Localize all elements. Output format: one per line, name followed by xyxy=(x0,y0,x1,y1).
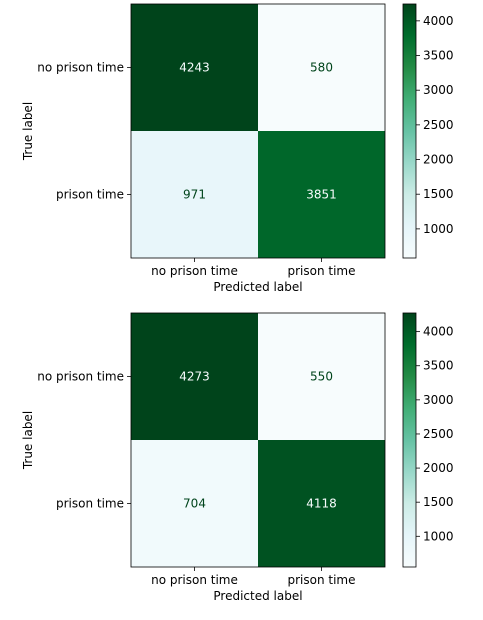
cell-value-label: 3851 xyxy=(306,188,337,202)
matrix-cell xyxy=(258,131,385,258)
cell-value-label: 580 xyxy=(310,61,333,75)
y-tick-label: prison time xyxy=(56,497,124,511)
confusion-matrix-top: 4243 580 971 3851 no prison time prison time n… xyxy=(21,3,454,294)
matrix-cell xyxy=(131,313,258,440)
matrix-cell xyxy=(258,313,385,440)
axes-frame xyxy=(130,3,386,259)
colorbar-tick-label: 2000 xyxy=(423,461,454,475)
cell-value-label: 4118 xyxy=(306,497,337,511)
matrix-cell xyxy=(131,440,258,567)
colorbar-tick-label: 3000 xyxy=(423,83,454,97)
colorbar-tick-label: 1000 xyxy=(423,529,454,543)
colorbar-tick-label: 4000 xyxy=(423,325,454,339)
colorbar-tick-label: 2500 xyxy=(423,118,454,132)
colorbar-tick-label: 2000 xyxy=(423,153,454,167)
x-axis-label: Predicted label xyxy=(213,589,302,603)
matrix-cell xyxy=(131,131,258,258)
cell-value-label: 4243 xyxy=(179,61,210,75)
axes-frame xyxy=(130,312,386,568)
colorbar-tick-label: 1500 xyxy=(423,495,454,509)
y-axis-label: True label xyxy=(21,102,35,161)
colorbar-tick-label: 3500 xyxy=(423,49,454,63)
colorbar-tick-label: 3000 xyxy=(423,393,454,407)
colorbar-tick-label: 2500 xyxy=(423,427,454,441)
y-tick-label: no prison time xyxy=(37,370,124,384)
colorbar-tick-label: 3500 xyxy=(423,359,454,373)
x-tick-label: prison time xyxy=(287,573,355,587)
confusion-matrix-bottom: 4273 550 704 4118 no prison time prison time n… xyxy=(21,312,454,603)
y-tick-label: no prison time xyxy=(37,61,124,75)
x-tick-label: no prison time xyxy=(151,573,238,587)
colorbar-tick-label: 1000 xyxy=(423,222,454,236)
y-axis-label: True label xyxy=(21,411,35,470)
matrix-cell xyxy=(131,4,258,131)
colorbar xyxy=(402,3,417,259)
matrix-cell xyxy=(258,440,385,567)
colorbar-tick-label: 4000 xyxy=(423,14,454,28)
y-tick-label: prison time xyxy=(56,188,124,202)
x-tick-label: no prison time xyxy=(151,264,238,278)
colorbar-tick-label: 1500 xyxy=(423,187,454,201)
x-axis-label: Predicted label xyxy=(213,280,302,294)
cell-value-label: 4273 xyxy=(179,370,210,384)
cell-value-label: 550 xyxy=(310,370,333,384)
colorbar xyxy=(402,312,417,568)
cell-value-label: 704 xyxy=(183,497,206,511)
cell-value-label: 971 xyxy=(183,188,206,202)
matrix-cell xyxy=(258,4,385,131)
x-tick-label: prison time xyxy=(287,264,355,278)
